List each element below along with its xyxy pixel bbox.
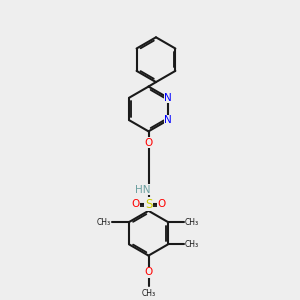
Text: CH₃: CH₃ — [185, 218, 199, 226]
Text: N: N — [164, 93, 172, 103]
Text: S: S — [145, 198, 152, 211]
Text: O: O — [144, 137, 153, 148]
Text: O: O — [158, 199, 166, 209]
Text: N: N — [164, 115, 172, 125]
Text: O: O — [144, 267, 153, 278]
Text: HN: HN — [135, 184, 151, 195]
Text: O: O — [131, 199, 139, 209]
Text: CH₃: CH₃ — [97, 218, 111, 226]
Text: CH₃: CH₃ — [185, 240, 199, 249]
Text: CH₃: CH₃ — [141, 289, 156, 298]
